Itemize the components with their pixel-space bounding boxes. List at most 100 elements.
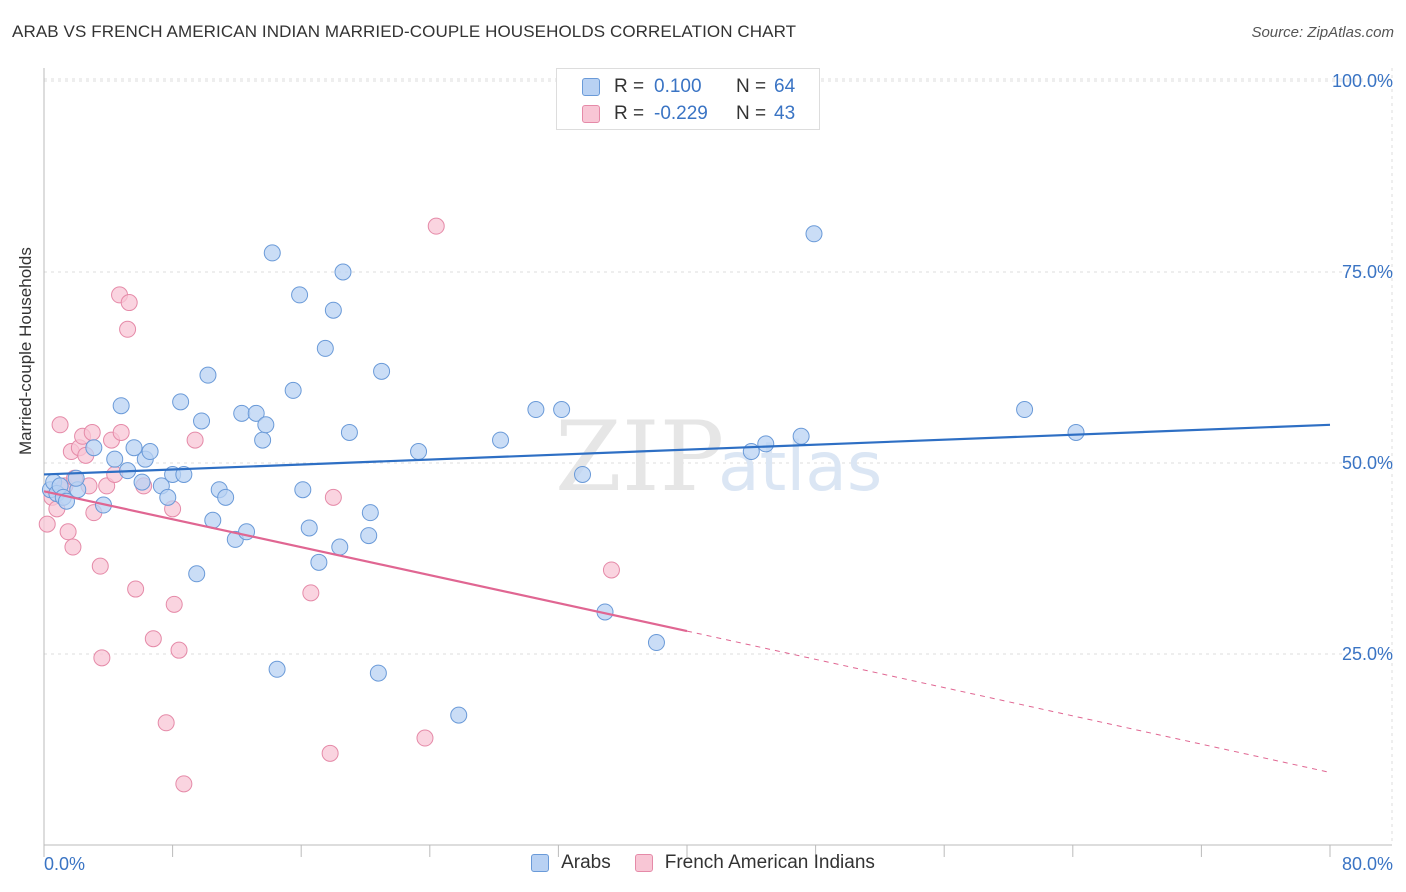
point-arabs <box>217 488 235 506</box>
point-french-american-indians <box>144 630 162 648</box>
point-french-american-indians <box>83 423 101 441</box>
bottom-legend-swatch-arabs <box>531 854 550 872</box>
legend-n-value: 64 <box>774 76 796 97</box>
point-arabs <box>284 381 302 399</box>
point-french-american-indians <box>324 488 342 506</box>
x-tick-label-max: 80.0% <box>1342 854 1393 874</box>
point-arabs <box>574 465 592 483</box>
point-arabs <box>792 427 810 445</box>
point-arabs <box>373 362 391 380</box>
bottom-legend-swatch-french-american-indians <box>634 854 653 872</box>
legend-r-value: -0.229 <box>654 103 708 124</box>
point-arabs <box>361 504 379 522</box>
point-french-american-indians <box>38 515 56 533</box>
y-tick-label: 25.0% <box>1342 644 1393 664</box>
point-french-american-indians <box>120 294 138 312</box>
legend-r-label: R = <box>614 76 645 97</box>
point-arabs <box>263 244 281 262</box>
point-arabs <box>175 465 193 483</box>
axes <box>43 68 1392 857</box>
point-arabs <box>553 401 571 419</box>
y-tick-label: 100.0% <box>1332 71 1393 91</box>
bottom-legend-label-arabs: Arabs <box>561 852 611 873</box>
point-arabs <box>268 660 286 678</box>
point-french-american-indians <box>91 557 109 575</box>
point-french-american-indians <box>165 595 183 613</box>
legend-r-label: R = <box>614 103 645 124</box>
point-arabs <box>334 263 352 281</box>
point-arabs <box>324 301 342 319</box>
point-arabs <box>300 519 318 537</box>
trendline-french-american-indians <box>43 490 688 633</box>
trendline-french-american-indians-extrapolated <box>686 630 1331 773</box>
point-arabs <box>233 404 251 422</box>
point-arabs <box>527 401 545 419</box>
point-french-american-indians <box>51 416 69 434</box>
point-arabs <box>316 339 334 357</box>
point-french-american-indians <box>64 538 82 556</box>
point-arabs <box>450 706 468 724</box>
legend-swatch-french-american-indians <box>582 105 600 123</box>
point-arabs <box>125 439 143 457</box>
point-french-american-indians <box>302 584 320 602</box>
chart-title: ARAB VS FRENCH AMERICAN INDIAN MARRIED-C… <box>12 22 797 41</box>
y-tick-label: 75.0% <box>1342 262 1393 282</box>
legend-swatch-arabs <box>582 78 600 96</box>
point-french-american-indians <box>186 431 204 449</box>
point-arabs <box>310 553 328 571</box>
point-french-american-indians <box>602 561 620 579</box>
point-arabs <box>410 443 428 461</box>
watermark: ZIP atlas <box>555 401 882 513</box>
point-french-american-indians <box>175 775 193 793</box>
bottom-legend: Arabs French American Indians <box>0 852 1406 874</box>
point-french-american-indians <box>59 523 77 541</box>
point-arabs <box>133 473 151 491</box>
point-arabs <box>1067 423 1085 441</box>
trendline-arabs <box>43 423 1331 476</box>
point-arabs <box>172 393 190 411</box>
watermark-zip: ZIP <box>555 401 724 513</box>
chart-source: Source: ZipAtlas.com <box>1251 24 1394 41</box>
point-arabs <box>331 538 349 556</box>
point-arabs <box>188 565 206 583</box>
point-arabs <box>340 423 358 441</box>
point-french-american-indians <box>170 641 188 659</box>
legend-row-french-american-indians: R = -0.229 N = 43 <box>582 102 796 126</box>
point-french-american-indians <box>112 423 130 441</box>
point-arabs <box>112 397 130 415</box>
point-arabs <box>85 439 103 457</box>
legend-r-value: 0.100 <box>654 76 702 97</box>
point-arabs <box>257 416 275 434</box>
point-french-american-indians <box>127 580 145 598</box>
point-arabs <box>141 443 159 461</box>
point-arabs <box>369 664 387 682</box>
y-axis-label: Married-couple Households <box>16 247 35 455</box>
point-french-american-indians <box>427 217 445 235</box>
bottom-legend-french-american-indians[interactable]: French American Indians <box>634 852 875 874</box>
point-french-american-indians <box>321 744 339 762</box>
point-french-american-indians <box>157 714 175 732</box>
y-tick-label: 50.0% <box>1342 453 1393 473</box>
tick-labels: 25.0% 50.0% 75.0% 100.0% 0.0% 80.0% <box>44 71 1393 874</box>
point-arabs <box>199 366 217 384</box>
point-arabs <box>805 225 823 243</box>
point-arabs <box>757 435 775 453</box>
point-arabs <box>294 481 312 499</box>
point-arabs <box>193 412 211 430</box>
point-french-american-indians <box>93 649 111 667</box>
series-arabs <box>41 225 1085 724</box>
legend-row-arabs: R = 0.100 N = 64 <box>582 75 796 99</box>
x-tick-label-min: 0.0% <box>44 854 85 874</box>
point-french-american-indians <box>119 320 137 338</box>
point-arabs <box>247 404 265 422</box>
point-french-american-indians <box>416 729 434 747</box>
legend-n-label: N = <box>736 76 767 97</box>
bottom-legend-arabs[interactable]: Arabs <box>531 852 611 874</box>
point-arabs <box>492 431 510 449</box>
point-arabs <box>647 634 665 652</box>
point-arabs <box>159 488 177 506</box>
legend-n-value: 43 <box>774 103 796 124</box>
legend-box: R = 0.100 N = 64 R = -0.229 N = 43 <box>556 68 820 130</box>
point-arabs <box>291 286 309 304</box>
